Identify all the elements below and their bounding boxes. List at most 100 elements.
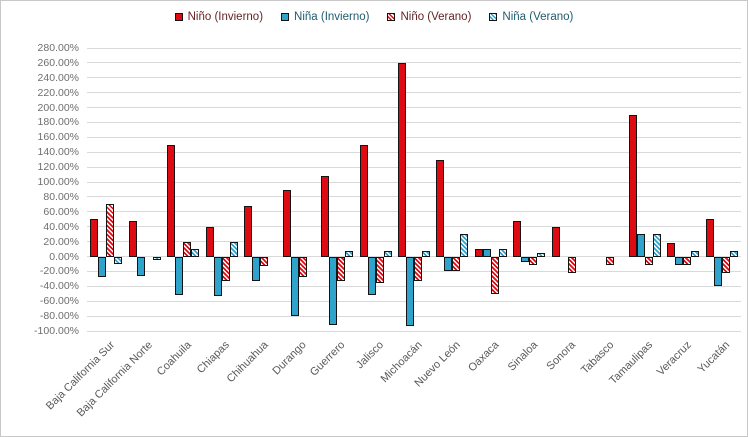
y-axis-tick-label: -40.00% [39,280,79,293]
gridline [87,330,741,332]
gridline [87,181,741,183]
bar-red-hatched [644,256,653,266]
gridline [87,92,741,94]
y-axis-tick-label: 280.00% [37,42,79,54]
legend-swatch-blue-hatched [489,13,498,21]
bar-blue-solid [98,256,107,278]
bar-blue-hatched [114,256,123,264]
bar-red-solid [628,115,637,257]
x-axis-category-label: Sonora [544,339,579,373]
bar-blue-solid [444,256,453,272]
bar-red-solid [359,144,368,257]
y-axis-tick-label: -80.00% [39,310,79,323]
y-axis-tick-label: 60.00% [43,205,79,218]
gridline [87,285,741,287]
bar-red-solid [705,219,714,257]
bar-red-solid [205,226,214,257]
bar-red-hatched [529,256,538,266]
gridline [87,151,741,153]
bar-blue-solid [636,234,645,257]
bar-blue-hatched [229,241,238,257]
gridline [87,196,741,198]
bar-blue-solid [213,256,222,296]
bar-red-solid [667,243,676,257]
bar-blue-hatched [460,234,469,257]
gridline [87,62,741,64]
x-axis-category-label: Tabasco [579,339,617,377]
gridline [87,300,741,302]
gridline [87,226,741,228]
bar-blue-hatched [422,250,430,257]
bar-blue-hatched [383,250,392,257]
bar-red-solid [474,249,483,257]
bar-blue-solid [675,256,684,266]
bar-red-hatched [298,256,307,277]
bar-blue-hatched [652,234,661,257]
y-axis-tick-label: 120.00% [37,161,79,174]
bar-blue-hatched [345,250,354,257]
bar-blue-solid [252,256,261,282]
bar-blue-hatched [729,250,738,257]
x-axis-category-label: Chihuahua [224,339,271,386]
y-axis-tick-label: 0.00% [49,250,79,263]
gridline [87,166,741,168]
gridline [87,211,741,213]
x-axis-category-label: Chiapas [195,339,233,377]
bar-red-hatched [375,256,384,283]
gridline [87,121,741,123]
x-axis-category-label: Baja California Norte [74,339,156,420]
bar-red-hatched [183,241,192,257]
bar-blue-solid [290,256,299,317]
legend-item: Niña (Invierno) [281,11,369,23]
bar-blue-solid [329,256,338,326]
y-axis-tick-label: 200.00% [37,101,79,114]
bar-blue-solid [175,256,184,296]
y-axis-tick-label: -20.00% [39,265,79,278]
legend-label: Niño (Invierno) [187,11,264,23]
bar-red-hatched [606,256,615,266]
bar-red-hatched [221,256,230,282]
bar-blue-hatched [498,249,507,257]
y-axis-tick-label: 40.00% [43,220,79,233]
gridline [87,136,741,138]
gridline [87,47,741,49]
y-axis-tick-label: 260.00% [37,56,79,69]
bar-red-solid [513,220,522,257]
legend-label: Niña (Verano) [502,11,574,23]
bar-blue-solid [136,256,145,276]
legend-label: Niña (Invierno) [294,11,370,23]
bar-red-hatched [721,256,730,273]
gridline [87,107,741,109]
bar-blue-hatched [191,249,200,257]
bar-blue-solid [406,256,414,326]
bar-blue-solid [713,256,722,287]
bar-red-solid [90,219,99,257]
bar-red-hatched [567,256,576,273]
y-axis-tick-label: 160.00% [37,131,79,144]
y-axis-tick-label: 100.00% [37,176,79,189]
bar-blue-hatched [537,252,546,257]
legend-swatch-red-solid [174,13,183,21]
gridline [87,241,741,243]
x-axis-category-label: Jalisco [353,339,387,372]
bar-red-hatched [414,256,422,282]
legend-item: Niña (Verano) [489,11,573,23]
legend-swatch-red-hatched [387,13,396,21]
bar-red-solid [167,144,176,257]
bar-red-hatched [260,256,269,267]
bar-red-hatched [106,204,115,257]
y-axis-tick-label: 180.00% [37,116,79,129]
y-axis-tick-label: 220.00% [37,86,79,99]
x-axis-category-label: Yucatán [695,339,733,376]
gridline [87,77,741,79]
bar-red-hatched [683,256,692,266]
bar-blue-hatched [152,256,161,261]
bar-red-hatched [337,256,346,282]
x-axis-category-label: Durango [270,339,310,378]
x-axis-category-label: Veracruz [654,339,694,379]
y-axis-tick-label: -100.00% [34,325,79,337]
bar-red-solid [436,159,445,257]
legend-item: Niño (Verano) [387,11,471,23]
bar-red-hatched [452,256,461,272]
